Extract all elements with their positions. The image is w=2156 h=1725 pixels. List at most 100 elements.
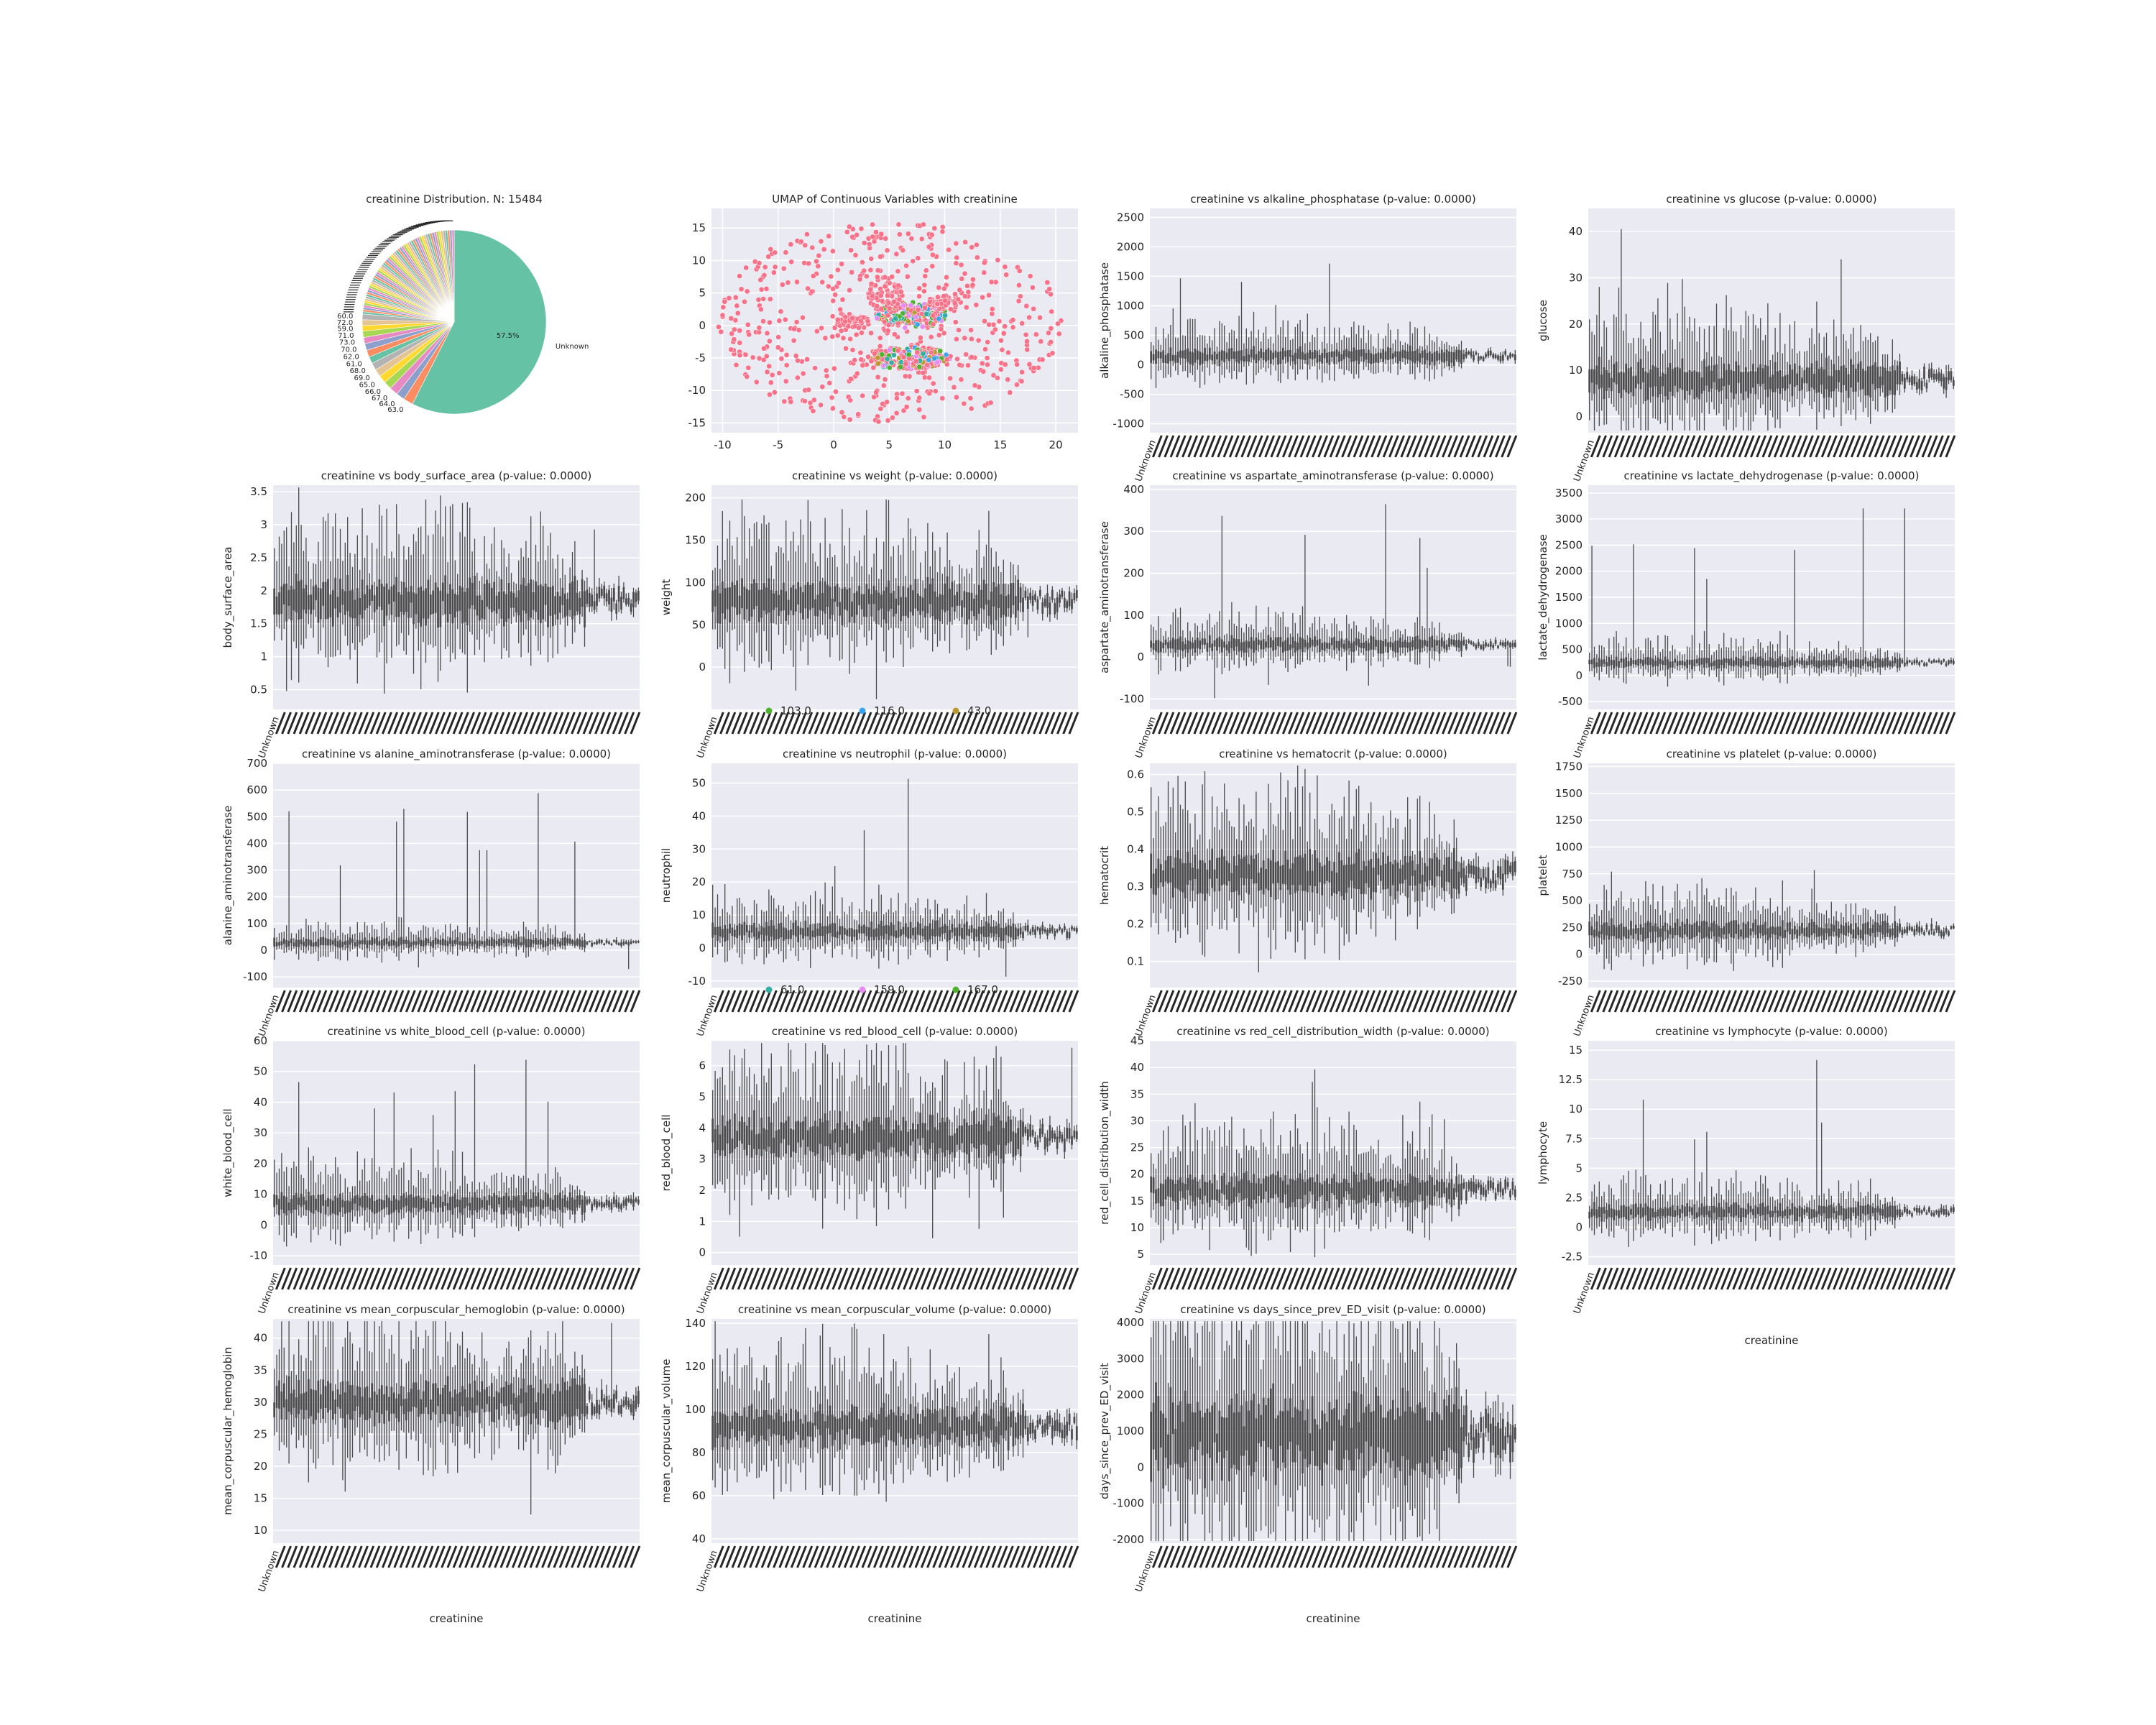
- box-iqr: [1766, 661, 1769, 666]
- box-iqr: [1866, 366, 1869, 396]
- box-iqr: [432, 590, 435, 615]
- umap-point: [952, 291, 958, 298]
- boxplot-ytick-label: 200: [247, 891, 267, 903]
- box-iqr: [1777, 926, 1779, 940]
- box-iqr: [1360, 643, 1363, 648]
- box-iqr: [469, 577, 471, 609]
- umap-point: [889, 274, 895, 280]
- box-iqr: [1595, 921, 1598, 937]
- box-iqr: [1952, 661, 1955, 664]
- box-iqr: [1823, 659, 1825, 666]
- umap-point: [982, 346, 988, 352]
- box-iqr: [1674, 922, 1677, 936]
- box-iqr: [1450, 639, 1453, 645]
- umap-point: [931, 355, 938, 362]
- box-iqr: [1281, 865, 1284, 884]
- umap-point: [798, 239, 804, 245]
- umap-point: [808, 288, 815, 295]
- box-iqr: [517, 937, 520, 945]
- umap-point: [875, 360, 881, 367]
- umap-point: [858, 318, 864, 324]
- umap-point: [766, 338, 773, 344]
- box-iqr: [368, 940, 371, 945]
- box-iqr: [537, 939, 540, 945]
- box-iqr: [402, 939, 405, 944]
- box-iqr: [395, 941, 398, 948]
- box-iqr: [1710, 370, 1713, 389]
- boxplot-ytick-label: 1750: [1555, 760, 1583, 773]
- box-iqr: [973, 598, 975, 617]
- umap-point: [871, 239, 877, 244]
- box-iqr: [1825, 661, 1828, 668]
- boxplot-ytick-label: 20: [1569, 318, 1583, 331]
- box-iqr: [495, 595, 498, 614]
- box-iqr: [1363, 861, 1365, 894]
- box-iqr: [1445, 349, 1448, 362]
- box-iqr: [1367, 643, 1370, 651]
- box-iqr: [1815, 360, 1818, 393]
- box-iqr: [1514, 643, 1516, 647]
- pie-slice-label: 63.0: [387, 406, 403, 414]
- box-iqr: [895, 930, 898, 939]
- box-iqr: [346, 574, 349, 612]
- box-iqr: [888, 580, 890, 612]
- box-iqr: [1662, 372, 1664, 387]
- box-iqr: [909, 584, 912, 612]
- umap-point: [913, 358, 919, 364]
- box-iqr: [568, 583, 571, 610]
- box-iqr: [500, 937, 503, 946]
- box-iqr: [388, 941, 390, 947]
- box-iqr: [1389, 348, 1392, 359]
- box-iqr: [836, 584, 839, 607]
- box-iqr: [836, 931, 839, 939]
- umap-point: [893, 316, 899, 322]
- box-iqr: [310, 594, 313, 615]
- box-iqr: [603, 585, 606, 599]
- boxplot-ytick-label: 2500: [1117, 211, 1144, 224]
- umap-point: [841, 414, 847, 420]
- box-iqr: [413, 592, 415, 625]
- umap-point: [716, 324, 722, 330]
- box-iqr: [1862, 659, 1864, 666]
- box-iqr: [826, 926, 829, 934]
- box-iqr: [790, 587, 792, 611]
- umap-point: [910, 258, 916, 264]
- box-iqr: [522, 577, 525, 611]
- umap-point: [935, 294, 941, 300]
- box-iqr: [1735, 920, 1738, 934]
- box-iqr: [486, 579, 488, 607]
- box-iqr: [1710, 923, 1713, 932]
- box-iqr: [1906, 372, 1909, 380]
- umap-point: [800, 315, 806, 321]
- box-iqr: [1808, 656, 1811, 666]
- box-iqr: [1896, 659, 1899, 668]
- box-iqr: [427, 939, 430, 944]
- box-iqr: [1796, 373, 1799, 386]
- box-iqr: [1732, 371, 1735, 400]
- boxplot-ytick-label: 300: [1123, 525, 1144, 538]
- box-iqr: [400, 594, 402, 612]
- box-iqr: [848, 928, 851, 937]
- umap-point: [920, 351, 926, 356]
- box-iqr: [961, 600, 963, 617]
- box-iqr: [425, 938, 427, 946]
- box-iqr: [1874, 921, 1876, 938]
- box-iqr: [1428, 637, 1431, 651]
- box-iqr: [1662, 660, 1664, 665]
- box-iqr: [724, 925, 727, 942]
- pie-pct-label: 57.5%: [497, 332, 520, 340]
- umap-point: [775, 344, 781, 351]
- umap-point: [980, 294, 985, 300]
- box-iqr: [1171, 638, 1174, 649]
- box-iqr: [931, 929, 934, 937]
- box-iqr: [459, 941, 461, 945]
- box-iqr: [1487, 867, 1490, 883]
- box-iqr: [339, 939, 341, 948]
- box-iqr: [1881, 367, 1884, 385]
- box-iqr: [1414, 636, 1416, 650]
- umap-point: [885, 312, 891, 318]
- box-iqr: [1874, 658, 1876, 663]
- box-iqr: [1189, 351, 1192, 364]
- box-iqr: [610, 943, 613, 945]
- box-iqr: [417, 937, 420, 944]
